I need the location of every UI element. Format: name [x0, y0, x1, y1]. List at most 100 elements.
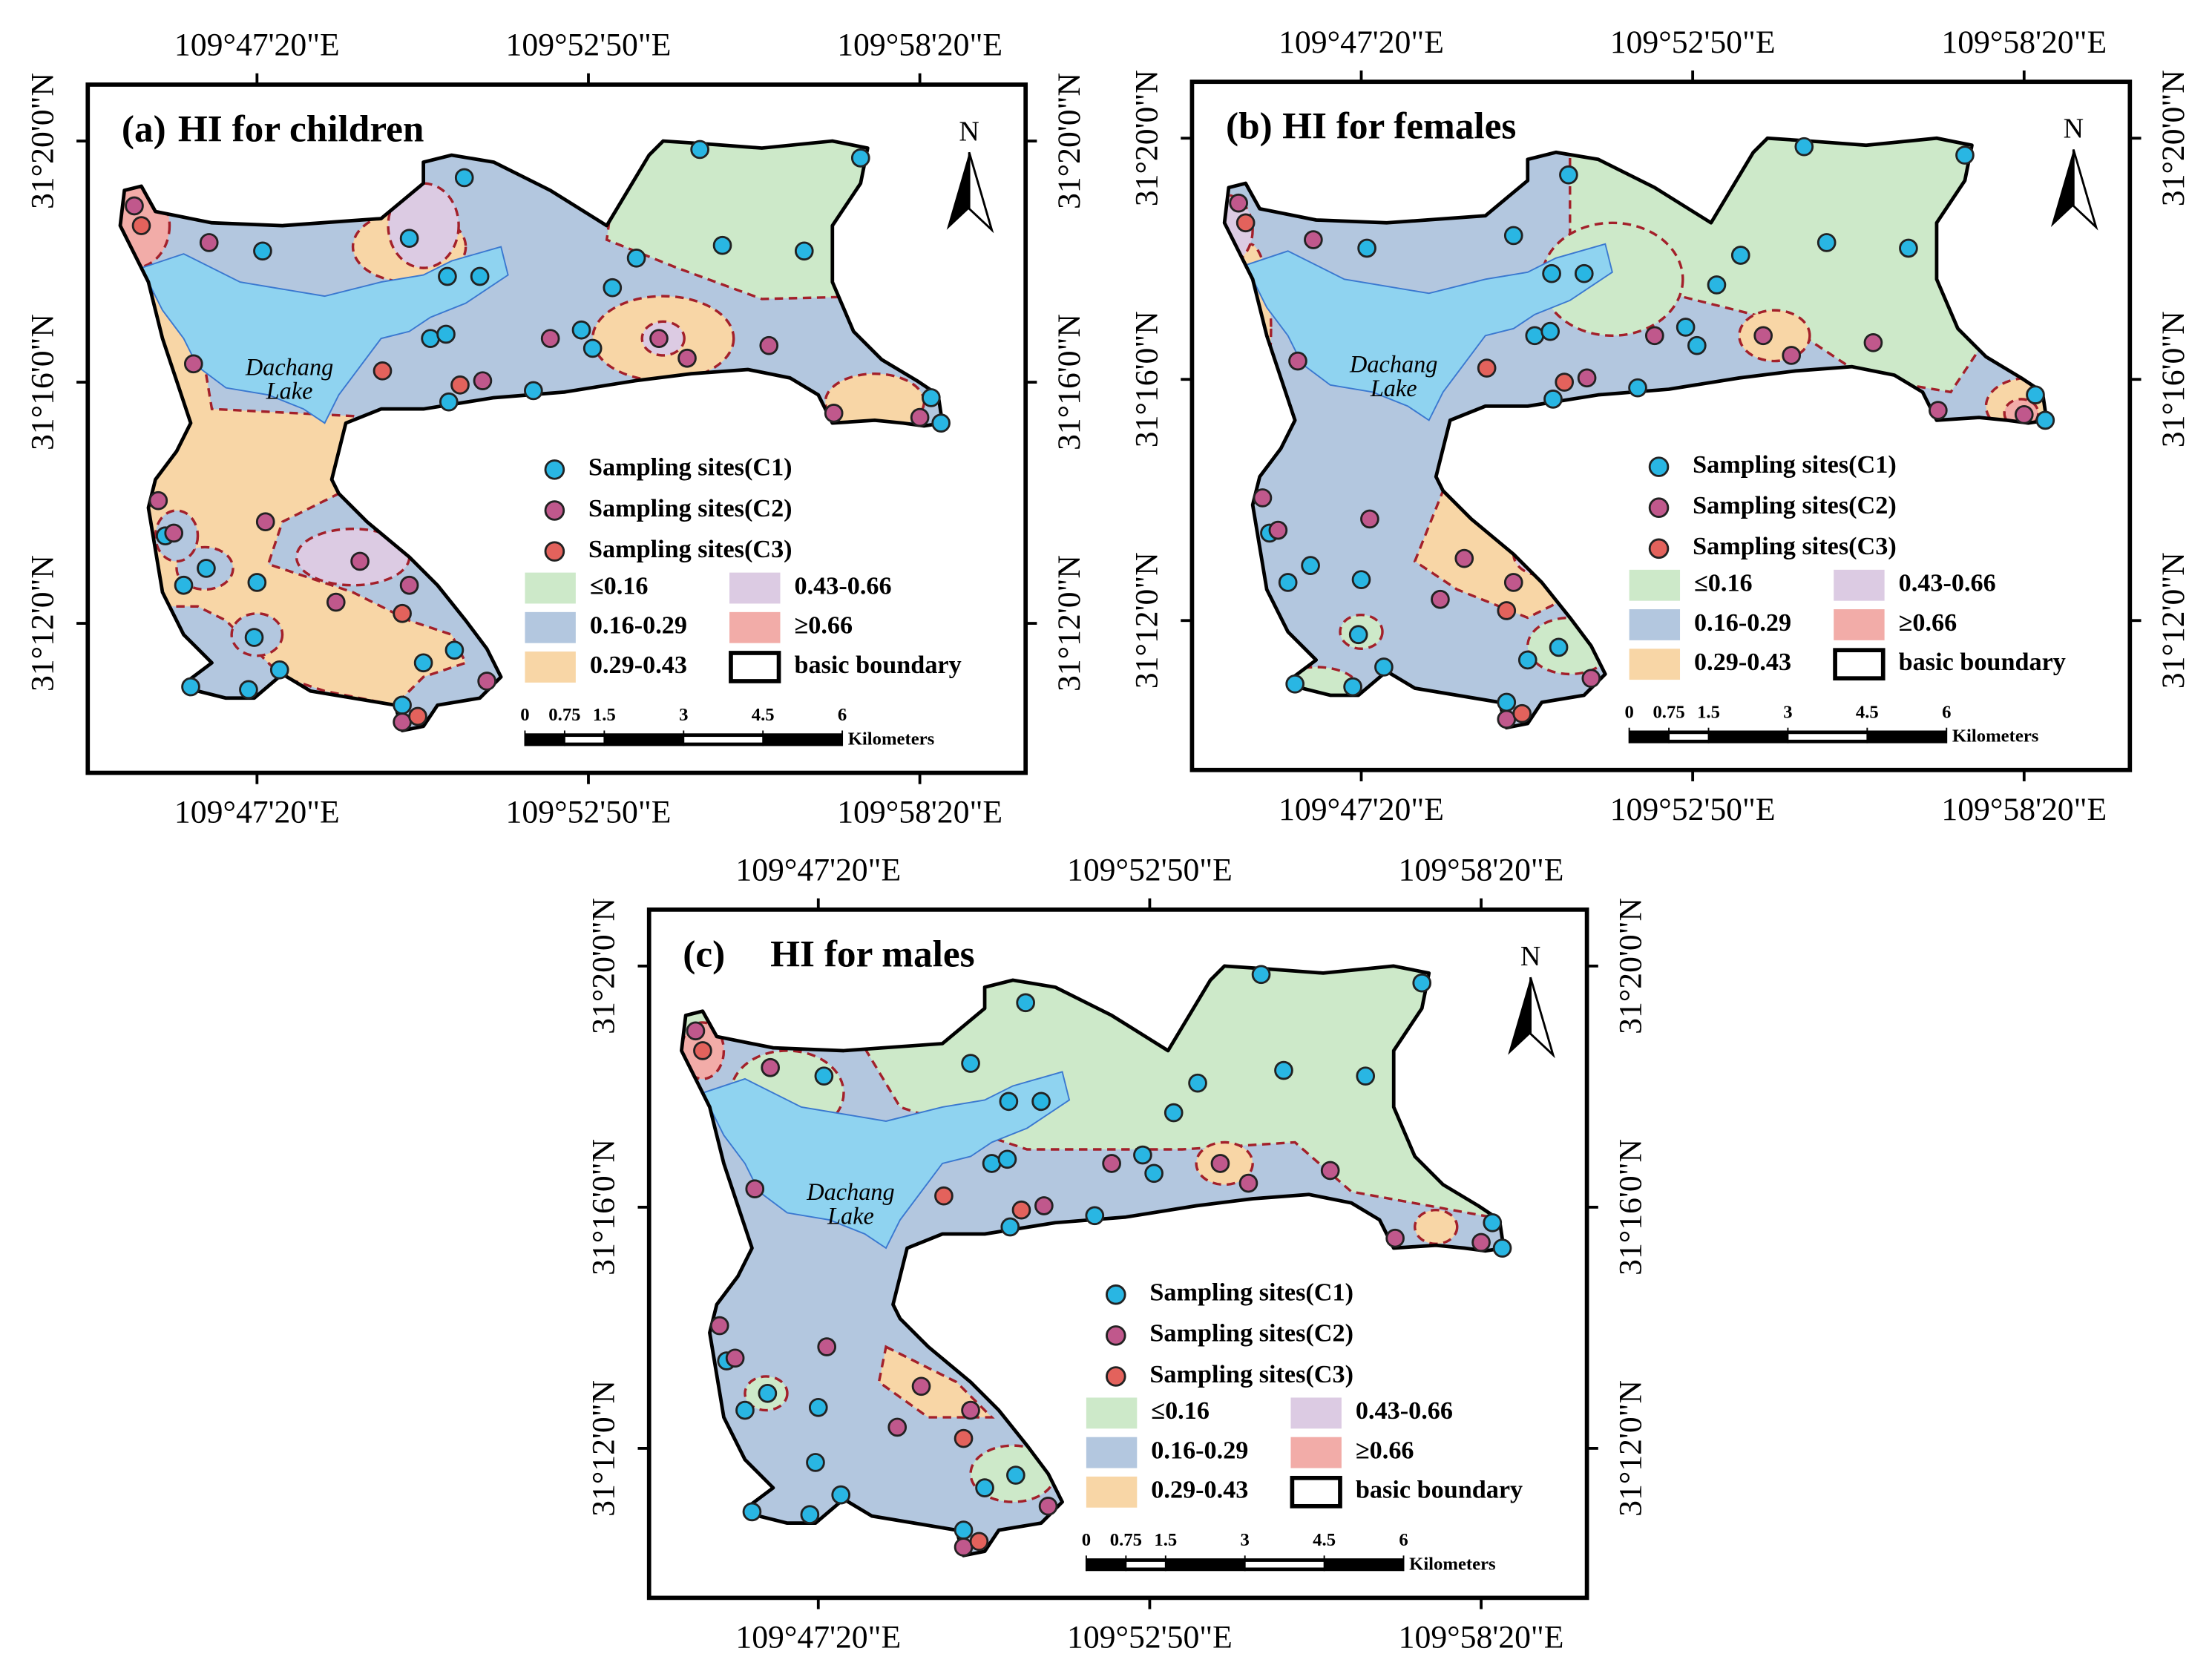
- legend-class-label: ≤0.16: [590, 572, 649, 600]
- sampling-site: [1929, 401, 1948, 420]
- sampling-site: [1497, 692, 1517, 712]
- north-arrow: [1529, 976, 1555, 1059]
- legend-class-label: ≤0.16: [1151, 1397, 1210, 1425]
- legend-class-swatch: [1290, 1437, 1342, 1468]
- panel-label: (b): [1226, 105, 1273, 148]
- panel-title: HI for females: [1282, 105, 1516, 148]
- lon-label: 109°52'50"E: [1610, 792, 1776, 827]
- legend-class-label: 0.16-0.29: [1151, 1437, 1248, 1464]
- sampling-site: [910, 407, 930, 427]
- sampling-site: [2026, 385, 2045, 404]
- sampling-site: [975, 1478, 994, 1497]
- class-region: [877, 1345, 995, 1419]
- scale-label: 4.5: [752, 705, 775, 725]
- lon-label: 109°52'50"E: [1610, 24, 1776, 60]
- sampling-site: [794, 241, 814, 261]
- legend-boundary-swatch: [1290, 1475, 1342, 1509]
- sampling-site: [824, 404, 844, 423]
- north-arrow: [968, 151, 994, 234]
- sampling-site: [1555, 372, 1575, 392]
- legend-class-swatch: [1629, 649, 1681, 680]
- legend-class-swatch: [729, 611, 781, 643]
- sampling-site: [1477, 358, 1497, 378]
- panel-title: HI for males: [770, 933, 974, 975]
- lake-label: Lake: [1370, 375, 1417, 401]
- sampling-site: [439, 392, 459, 412]
- lake: [1244, 243, 1613, 421]
- scale-label: 1.5: [593, 705, 616, 725]
- legend-boundary-label: basic boundary: [794, 651, 961, 679]
- legend-site-marker: [1106, 1325, 1126, 1346]
- legend-class-swatch: [1290, 1397, 1342, 1429]
- sampling-site: [1288, 351, 1307, 371]
- sampling-site: [934, 1186, 954, 1206]
- scale-segment: [1788, 734, 1868, 740]
- sampling-site: [450, 375, 470, 395]
- scale-label: 0: [1624, 702, 1633, 722]
- legend-class-swatch: [1629, 609, 1681, 640]
- sampling-site: [1794, 137, 1814, 157]
- sampling-site: [1543, 390, 1563, 409]
- sampling-site: [1431, 589, 1450, 609]
- sampling-site: [1517, 650, 1537, 670]
- sampling-site: [436, 324, 456, 344]
- sampling-site: [399, 229, 419, 249]
- panel-title: HI for children: [178, 108, 424, 150]
- legend-site-label: Sampling sites(C3): [1149, 1361, 1353, 1388]
- scale-label: 6: [838, 705, 847, 725]
- north-label: N: [1520, 941, 1540, 972]
- legend-class-label: 0.16-0.29: [590, 612, 687, 640]
- scale-segment: [1126, 1561, 1166, 1568]
- lat-label: 31°20'0"N: [1051, 73, 1087, 209]
- sampling-site: [954, 1428, 974, 1448]
- north-label: N: [959, 116, 979, 147]
- lake-label: Dachang: [1349, 351, 1437, 378]
- legend-class-label: 0.43-0.66: [1356, 1397, 1453, 1425]
- scale-label: 0.75: [1653, 702, 1684, 722]
- sampling-site: [1955, 145, 1975, 165]
- legend-class-label: ≥0.66: [1899, 609, 1957, 637]
- sampling-site: [1863, 333, 1883, 352]
- sampling-site: [800, 1505, 820, 1525]
- lon-label: 109°47'20"E: [174, 795, 340, 830]
- sampling-site: [1707, 275, 1727, 295]
- sampling-site: [1348, 625, 1368, 645]
- lat-label: 31°16'0"N: [1051, 314, 1087, 450]
- sampling-site: [1687, 335, 1707, 355]
- lake: [140, 246, 509, 424]
- sampling-site: [1229, 193, 1248, 213]
- sampling-site: [1581, 669, 1601, 689]
- sampling-site: [1374, 657, 1394, 677]
- lon-label: 109°58'20"E: [837, 795, 1002, 830]
- north-label: N: [2064, 113, 2084, 144]
- sampling-site: [1038, 1497, 1058, 1516]
- sampling-site: [1268, 520, 1288, 540]
- legend-class-swatch: [1834, 609, 1885, 640]
- map-frame: [646, 907, 1589, 1601]
- legend-class-swatch: [1629, 569, 1681, 601]
- sampling-site: [1304, 230, 1323, 249]
- sampling-site: [125, 196, 144, 216]
- lat-label: 31°20'0"N: [24, 73, 60, 209]
- north-arrow: [2072, 149, 2098, 231]
- sampling-site: [326, 592, 346, 612]
- sampling-site: [454, 168, 474, 188]
- lon-label: 109°58'20"E: [1399, 1619, 1564, 1655]
- sampling-site: [1454, 548, 1474, 568]
- sampling-site: [1011, 1200, 1031, 1220]
- sampling-site: [1899, 238, 1918, 258]
- sampling-site: [1492, 1238, 1512, 1258]
- sampling-site: [911, 1376, 931, 1396]
- class-region: [1414, 1208, 1459, 1246]
- sampling-site: [1210, 1154, 1230, 1173]
- lat-label: 31°12'0"N: [586, 1380, 622, 1517]
- scale-label: 4.5: [1313, 1530, 1336, 1550]
- legend-site-marker: [1648, 538, 1670, 559]
- lat-label: 31°16'0"N: [2156, 311, 2191, 447]
- sampling-site: [244, 628, 264, 647]
- sampling-site: [524, 381, 543, 401]
- sampling-site: [921, 388, 941, 407]
- legend-class-label: 0.43-0.66: [794, 572, 891, 600]
- sampling-site: [393, 712, 412, 732]
